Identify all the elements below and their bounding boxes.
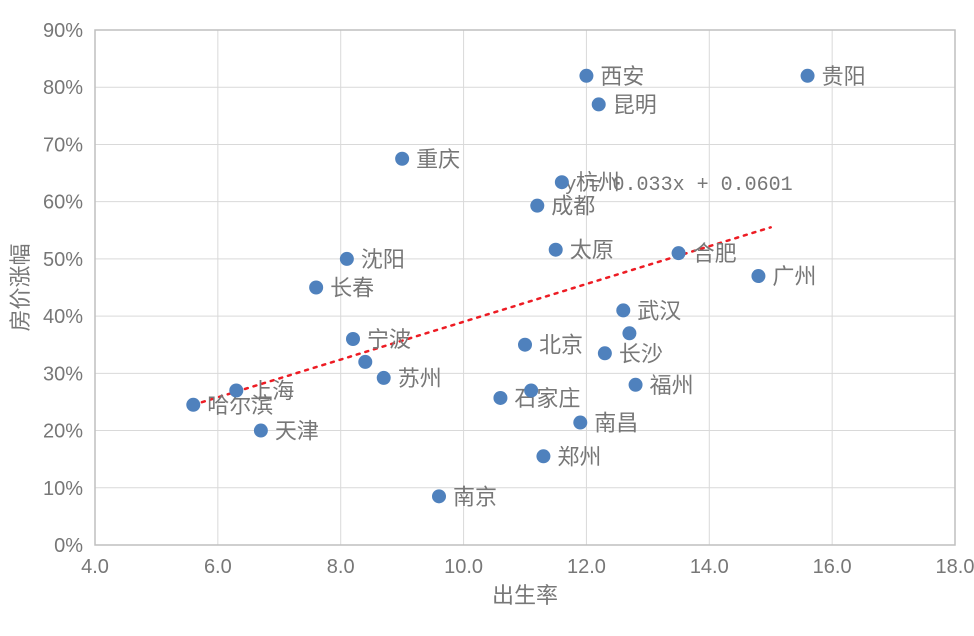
x-tick-label: 8.0	[327, 556, 355, 578]
y-tick-label: 50%	[43, 249, 83, 271]
x-tick-label: 10.0	[444, 556, 483, 578]
data-point-label: 上海	[250, 379, 294, 404]
x-tick-label: 12.0	[567, 556, 606, 578]
data-point-label: 成都	[551, 194, 595, 219]
data-point	[801, 69, 815, 83]
data-point	[616, 303, 630, 317]
data-point-label: 重庆	[416, 147, 460, 172]
data-point-label: 南京	[453, 484, 497, 509]
y-tick-label: 40%	[43, 306, 83, 328]
data-point	[672, 246, 686, 260]
data-point	[598, 346, 612, 360]
data-point-label: 合肥	[693, 241, 737, 266]
data-point-label: 杭州	[576, 170, 620, 195]
data-point-label: 沈阳	[361, 247, 405, 272]
data-point	[751, 269, 765, 283]
data-point-label: 昆明	[613, 92, 657, 117]
y-tick-label: 90%	[43, 20, 83, 42]
data-point-label: 贵阳	[822, 64, 866, 89]
data-point-label: 西安	[600, 64, 644, 89]
data-point	[530, 199, 544, 213]
data-point-label: 南昌	[594, 411, 638, 436]
data-point	[592, 97, 606, 111]
data-point-label: 天津	[275, 419, 319, 444]
data-point	[622, 326, 636, 340]
y-tick-label: 70%	[43, 134, 83, 156]
data-point	[309, 281, 323, 295]
x-axis-title: 出生率	[492, 583, 558, 608]
x-tick-label: 4.0	[81, 556, 109, 578]
plot-border	[95, 30, 955, 545]
data-point	[358, 355, 372, 369]
data-point	[229, 384, 243, 398]
chart-svg: 0% 10% 20% 30% 40% 50% 60% 70% 80% 90% 4.0 6.0 8.0 10…	[0, 0, 974, 636]
data-point-label: 宁波	[367, 327, 411, 352]
data-point	[377, 371, 391, 385]
data-point	[555, 175, 569, 189]
y-tick-label: 10%	[43, 478, 83, 500]
data-point-label: 广州	[772, 264, 816, 289]
data-point	[186, 398, 200, 412]
data-point	[518, 338, 532, 352]
x-tick-label: 18.0	[936, 556, 974, 578]
data-point	[579, 69, 593, 83]
data-point	[395, 152, 409, 166]
x-tick-label: 6.0	[204, 556, 232, 578]
scatter-chart: 0% 10% 20% 30% 40% 50% 60% 70% 80% 90% 4.0 6.0 8.0 10…	[0, 0, 974, 636]
data-point-label: 武汉	[637, 298, 681, 323]
x-tick-label: 14.0	[690, 556, 729, 578]
data-point-label: 苏州	[398, 366, 442, 391]
data-point	[254, 424, 268, 438]
data-point-label: 长春	[330, 276, 374, 301]
data-point-label: 福州	[650, 373, 694, 398]
data-point	[549, 243, 563, 257]
data-point	[573, 416, 587, 430]
y-tick-label: 30%	[43, 363, 83, 385]
data-point	[629, 378, 643, 392]
data-point	[493, 391, 507, 405]
data-point-label: 长沙	[619, 341, 663, 366]
y-tick-label: 0%	[54, 535, 83, 557]
data-point-label: 郑州	[557, 444, 601, 469]
y-tick-label: 20%	[43, 421, 83, 443]
data-point-label: 北京	[539, 333, 583, 358]
data-point	[346, 332, 360, 346]
data-point	[536, 449, 550, 463]
x-tick-label: 16.0	[813, 556, 852, 578]
y-axis-title: 房价涨幅	[8, 243, 33, 331]
y-tick-label: 60%	[43, 192, 83, 214]
y-tick-label: 80%	[43, 77, 83, 99]
data-point	[340, 252, 354, 266]
data-point	[432, 489, 446, 503]
data-point-label: 太原	[570, 238, 614, 263]
data-point	[524, 384, 538, 398]
